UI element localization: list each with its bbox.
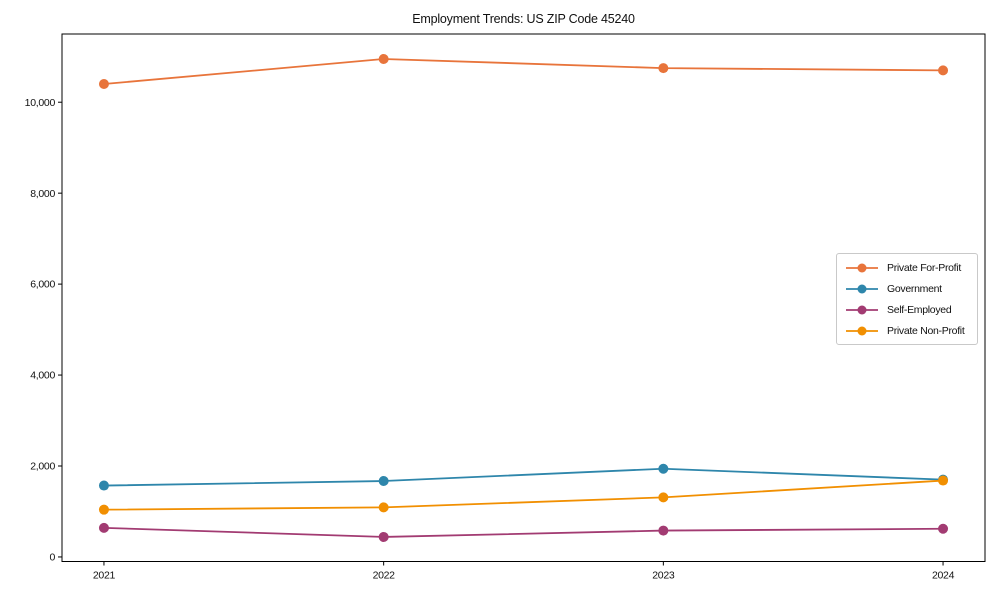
series-line xyxy=(103,526,944,538)
series-marker xyxy=(98,79,109,90)
legend-label: Self-Employed xyxy=(887,303,952,316)
y-tick-label: 2,000 xyxy=(30,461,55,473)
legend-item: Government xyxy=(845,278,969,299)
series-marker xyxy=(658,525,669,536)
series-marker xyxy=(378,502,389,513)
series-marker xyxy=(98,504,109,515)
legend-swatch-icon xyxy=(846,263,878,272)
chart-title: Employment Trends: US ZIP Code 45240 xyxy=(412,12,635,26)
y-tick-label: 6,000 xyxy=(30,279,55,291)
legend-label: Government xyxy=(887,282,942,295)
x-tick-label: 2022 xyxy=(373,570,396,582)
x-tick-label: 2021 xyxy=(93,570,116,582)
legend-swatch-icon xyxy=(846,326,878,335)
x-tick-label: 2023 xyxy=(652,570,675,582)
legend-item: Private Non-Profit xyxy=(845,320,969,341)
y-tick-label: 10,000 xyxy=(25,97,56,109)
series-marker xyxy=(658,463,669,474)
legend: Private For-Profit Government Self-Employe… xyxy=(836,253,978,345)
series-marker xyxy=(378,531,389,542)
series-marker xyxy=(658,63,669,74)
series-marker xyxy=(378,476,389,487)
series-line xyxy=(103,467,944,487)
series-marker xyxy=(98,480,109,491)
series-marker xyxy=(938,523,949,534)
legend-label: Private Non-Profit xyxy=(887,324,965,337)
series-marker xyxy=(658,492,669,503)
y-tick-label: 4,000 xyxy=(30,370,55,382)
series-line xyxy=(103,479,944,511)
y-tick-label: 0 xyxy=(49,552,55,564)
x-tick-label: 2024 xyxy=(932,570,955,582)
y-tick-label: 8,000 xyxy=(30,188,55,200)
axes-frame xyxy=(61,33,986,562)
series-line xyxy=(103,58,944,85)
series-marker xyxy=(938,65,949,76)
legend-swatch-icon xyxy=(846,305,878,314)
series-marker xyxy=(98,522,109,533)
legend-swatch-icon xyxy=(846,284,878,293)
legend-item: Self-Employed xyxy=(845,299,969,320)
series-marker xyxy=(938,475,949,486)
legend-item: Private For-Profit xyxy=(845,257,969,278)
series-marker xyxy=(378,54,389,65)
legend-label: Private For-Profit xyxy=(887,261,961,274)
